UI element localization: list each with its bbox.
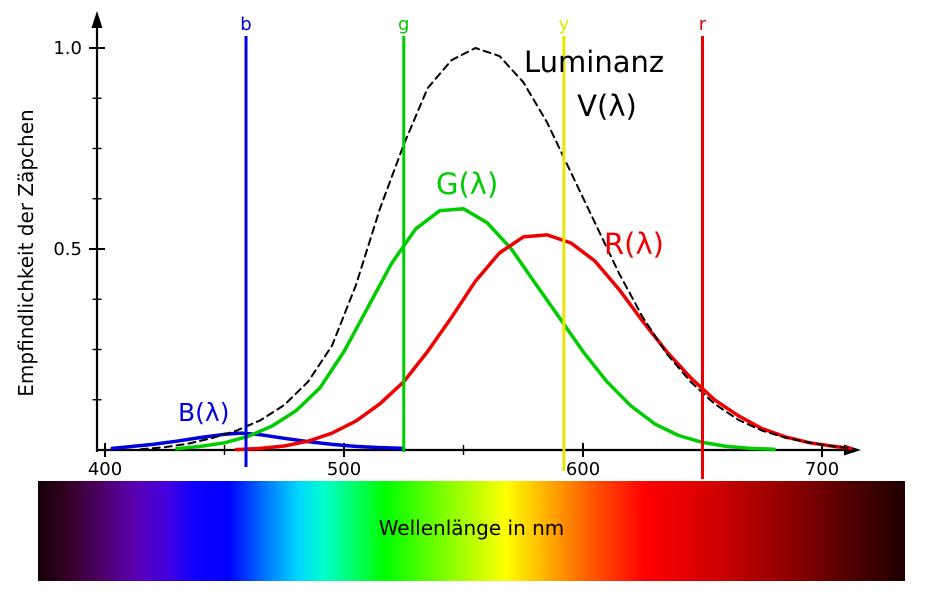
curve-g (174, 207, 776, 451)
x-tick-label-700: 700 (805, 459, 839, 480)
spectrum-bar: Wellenlänge in nm (38, 481, 905, 581)
y-tick-label-0.5: 0.5 (53, 239, 82, 260)
green-curve-label: G(λ) (436, 167, 499, 201)
red-curve-label: R(λ) (604, 227, 664, 261)
y-tick-label-1: 1.0 (53, 38, 82, 59)
x-tick-label-600: 600 (566, 459, 600, 480)
blue-curve-label: B(λ) (178, 398, 230, 427)
x-tick-label-400: 400 (88, 459, 122, 480)
y-axis-arrow (91, 11, 103, 28)
curve-v (139, 47, 852, 451)
vline-label-b: b (240, 14, 251, 35)
vline-label-g: g (398, 14, 409, 35)
curve-r (234, 233, 853, 452)
curve-b (110, 431, 406, 451)
plot-svg: 400 500 600 700 0.5 1.0 b g y r (53, 11, 861, 480)
y-axis-title: Empfindlichkeit der Zäpchen (14, 109, 38, 397)
luminance-curve-label: Luminanz (524, 45, 665, 79)
vline-label-y: y (559, 14, 570, 35)
vline-label-r: r (699, 14, 707, 35)
luminance-curve-sublabel: V(λ) (577, 89, 637, 123)
x-tick-label-500: 500 (327, 459, 361, 480)
x-axis-title: Wellenlänge in nm (378, 516, 565, 540)
